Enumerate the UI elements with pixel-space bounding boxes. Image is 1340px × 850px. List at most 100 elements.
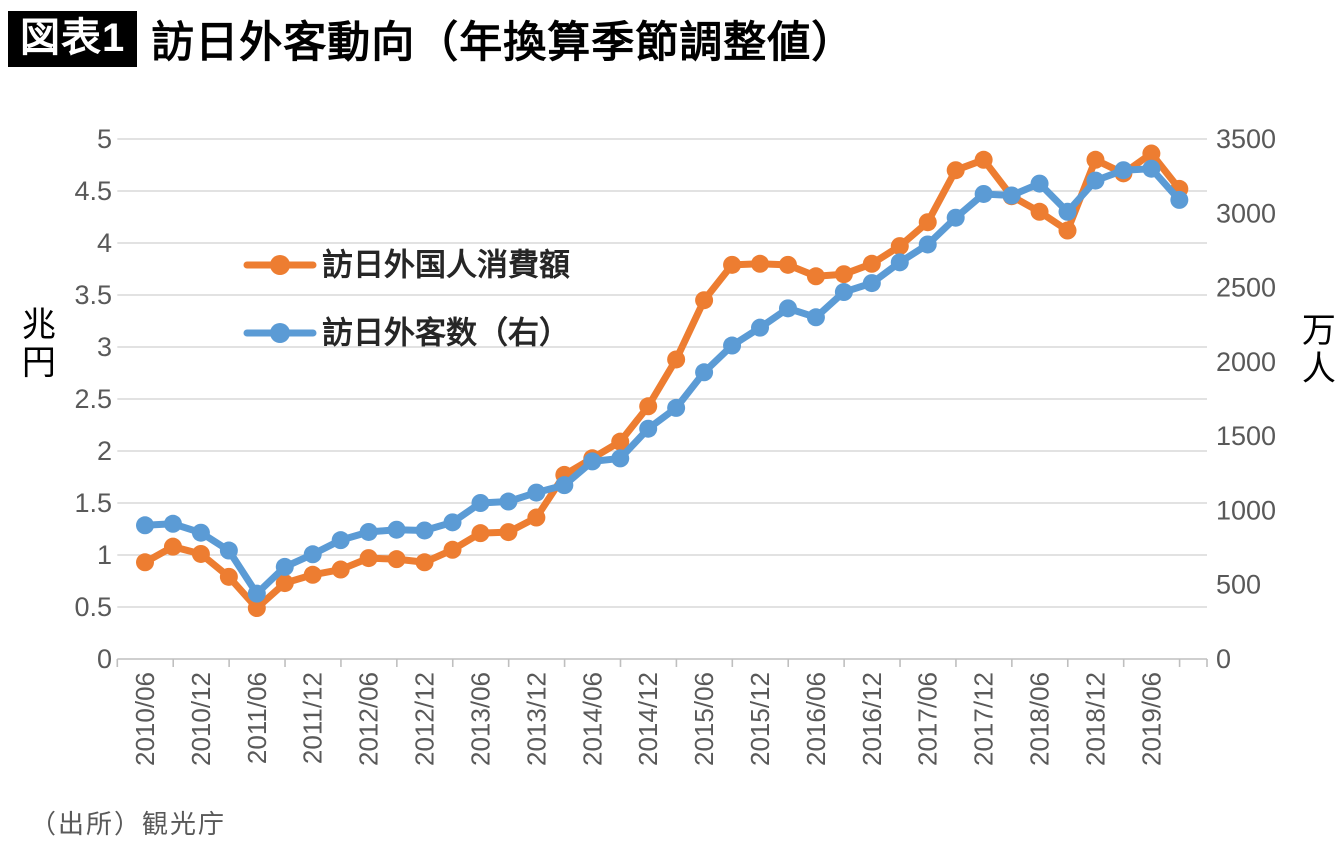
data-point <box>303 565 322 584</box>
data-point <box>806 267 825 286</box>
data-point <box>443 540 462 559</box>
left-axis-tick-labels: 0 0.5 1 1.5 2 2.5 3 3.5 4 4.5 5 <box>74 124 112 674</box>
data-point <box>974 150 993 169</box>
data-point <box>1086 171 1105 190</box>
data-point <box>275 574 294 593</box>
data-point <box>834 265 853 284</box>
right-axis-tick-label: 2500 <box>1216 273 1276 303</box>
data-point <box>695 363 714 382</box>
right-axis-unit-label: 万人 <box>1296 312 1335 388</box>
left-axis-tick-label: 1 <box>97 540 112 570</box>
data-point <box>890 253 909 272</box>
data-point <box>862 254 881 273</box>
data-point <box>136 516 154 535</box>
data-point <box>974 184 993 203</box>
left-axis-tick-label: 1.5 <box>74 488 112 518</box>
data-point <box>136 553 154 572</box>
x-axis-tick-label: 2012/06 <box>354 672 384 766</box>
data-point <box>583 452 602 471</box>
data-point <box>219 541 238 560</box>
left-axis-tick-label: 2 <box>97 436 112 466</box>
source-note: （出所）観光庁 <box>30 809 227 839</box>
data-point <box>247 584 266 603</box>
right-axis-tick-label: 0 <box>1216 644 1231 674</box>
x-axis-tick-label: 2019/06 <box>1136 672 1166 766</box>
data-point <box>639 397 658 416</box>
data-point <box>1086 150 1105 169</box>
data-point <box>163 514 182 533</box>
data-point <box>611 449 630 468</box>
x-axis-tick-label: 2010/06 <box>130 672 160 766</box>
left-axis-tick-label: 0.5 <box>74 592 112 622</box>
data-point <box>331 531 350 550</box>
x-axis-tick-label: 2014/12 <box>633 672 663 766</box>
legend-label: 訪日外客数（右） <box>322 316 570 351</box>
figure-number-badge: 図表1 <box>8 11 138 67</box>
data-point <box>499 492 518 511</box>
data-point <box>1030 202 1049 221</box>
data-point <box>723 336 742 355</box>
x-axis-tick-label: 2016/12 <box>857 672 887 766</box>
data-point <box>415 521 434 540</box>
data-point <box>1058 221 1077 240</box>
data-point <box>946 208 965 227</box>
data-point <box>471 494 490 512</box>
data-point <box>1142 144 1161 163</box>
x-axis-tick-label: 2017/06 <box>913 672 943 766</box>
legend-entry: 訪日外国人消費額 <box>243 248 570 283</box>
left-axis-tick-label: 3.5 <box>74 280 112 310</box>
data-point <box>387 520 406 539</box>
data-point <box>163 537 182 556</box>
data-point <box>1170 190 1189 209</box>
x-axis-tick-label: 2011/12 <box>298 672 328 764</box>
data-point <box>723 255 742 274</box>
figure-title: 訪日外客動向（年換算季節調整値） <box>151 19 856 67</box>
data-point <box>918 213 937 232</box>
x-axis-tick-label: 2015/12 <box>745 672 775 766</box>
data-point <box>667 398 686 417</box>
data-point <box>890 237 909 256</box>
right-axis-tick-label: 1500 <box>1216 421 1276 451</box>
data-point <box>751 254 770 273</box>
data-point <box>667 350 686 369</box>
data-point <box>1142 159 1161 178</box>
data-point <box>443 513 462 532</box>
data-point <box>219 567 238 586</box>
data-point <box>806 308 825 327</box>
x-axis-tick-label: 2010/12 <box>186 672 216 766</box>
x-axis-tick-label: 2017/12 <box>969 672 999 766</box>
x-axis-tick-label: 2012/12 <box>410 672 440 766</box>
data-point <box>1030 174 1049 193</box>
right-axis-tick-label: 3000 <box>1216 198 1276 228</box>
data-point <box>191 544 210 563</box>
legend-label: 訪日外国人消費額 <box>322 248 570 283</box>
data-point <box>834 283 853 302</box>
data-point <box>695 291 714 310</box>
data-point <box>611 432 630 451</box>
x-axis-tick-label: 2013/12 <box>521 672 551 766</box>
figure-header: 図表1 訪日外客動向（年換算季節調整値） <box>8 8 855 70</box>
data-point <box>778 255 797 274</box>
left-axis-unit-label: 兆円 <box>16 306 55 382</box>
data-point <box>331 560 350 579</box>
visitors-series <box>136 159 1189 603</box>
x-axis-tick-label: 2018/12 <box>1080 672 1110 766</box>
right-axis-tick-label: 1000 <box>1216 495 1276 525</box>
data-point <box>359 522 378 541</box>
data-point <box>191 523 210 542</box>
data-point <box>862 274 881 293</box>
data-point <box>359 549 378 568</box>
x-axis-tick-label: 2013/06 <box>465 672 495 766</box>
data-point <box>527 483 546 502</box>
left-axis-tick-label: 2.5 <box>74 384 112 414</box>
x-axis-tick-label: 2016/06 <box>801 672 831 766</box>
left-axis-tick-label: 0 <box>97 644 112 674</box>
data-point <box>639 419 658 438</box>
right-axis-tick-labels: 0 500 1000 1500 2000 2500 3000 3500 <box>1216 124 1276 674</box>
data-point <box>778 299 797 318</box>
left-axis-tick-label: 4 <box>97 228 112 258</box>
consumption-series <box>136 144 1189 618</box>
data-point <box>1058 202 1077 221</box>
